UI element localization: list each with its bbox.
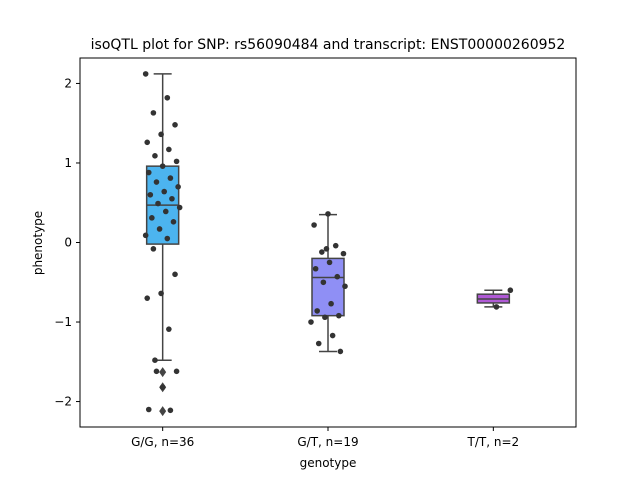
data-point <box>159 163 166 169</box>
data-point <box>153 179 160 185</box>
data-point <box>325 211 331 217</box>
data-point <box>167 175 174 181</box>
data-point <box>507 287 514 294</box>
data-point <box>315 340 322 347</box>
y-tick-label: −1 <box>54 315 72 329</box>
data-point <box>166 326 172 332</box>
data-point <box>336 312 342 319</box>
data-point <box>145 406 152 413</box>
data-point <box>162 208 169 215</box>
x-tick-label: G/T, n=19 <box>297 435 358 449</box>
chart-title: isoQTL plot for SNP: rs56090484 and tran… <box>91 37 566 53</box>
x-tick-label: G/G, n=36 <box>131 435 194 449</box>
data-point <box>144 295 151 301</box>
data-point <box>155 200 161 207</box>
data-point <box>326 259 333 266</box>
y-tick-label: −2 <box>54 395 72 409</box>
data-point <box>334 273 341 280</box>
data-point <box>173 158 180 165</box>
data-point <box>342 283 348 290</box>
data-point <box>144 139 151 146</box>
axes: −2 −1 0 1 2 G/G, n=36 G/T, n=19 T/T, n=2 <box>54 76 519 449</box>
data-point <box>145 169 152 176</box>
y-tick-label: 2 <box>64 76 72 90</box>
data-point <box>172 122 178 128</box>
data-point <box>152 153 158 159</box>
data-point <box>153 368 160 375</box>
data-point <box>152 357 158 363</box>
data-point <box>173 368 180 375</box>
outlier-marker <box>159 367 167 378</box>
plot-area <box>142 71 514 417</box>
outlier-marker <box>159 406 167 417</box>
y-tick-label: 0 <box>64 236 72 250</box>
data-point <box>161 188 168 195</box>
data-point <box>149 215 155 221</box>
data-point <box>164 235 171 242</box>
data-point <box>175 184 181 190</box>
data-point <box>166 146 172 153</box>
data-point <box>169 195 175 202</box>
data-point <box>328 300 334 307</box>
data-point <box>164 94 171 101</box>
data-point <box>150 246 157 252</box>
data-point <box>332 242 339 249</box>
data-point <box>322 314 328 321</box>
data-point <box>329 332 336 339</box>
x-tick-label: T/T, n=2 <box>467 435 520 449</box>
data-point <box>172 271 178 278</box>
data-point <box>493 304 500 310</box>
data-point <box>314 308 320 314</box>
data-point <box>156 226 163 232</box>
data-point <box>142 232 149 239</box>
data-point <box>176 204 183 211</box>
data-point <box>150 110 157 116</box>
data-point <box>147 191 154 198</box>
data-point <box>170 219 177 225</box>
data-point <box>340 250 347 257</box>
data-point <box>311 222 317 228</box>
data-point <box>159 384 166 391</box>
data-point <box>312 265 319 272</box>
data-point <box>308 319 314 325</box>
data-point <box>320 279 327 286</box>
data-point <box>158 290 164 297</box>
data-point <box>337 348 344 355</box>
data-point <box>158 131 164 138</box>
data-point <box>167 407 174 414</box>
y-axis-label: phenotype <box>31 211 45 275</box>
data-point <box>142 71 149 77</box>
y-tick-label: 1 <box>64 156 72 170</box>
data-point <box>319 249 325 255</box>
data-point <box>323 246 330 252</box>
x-axis-label: genotype <box>300 456 357 470</box>
